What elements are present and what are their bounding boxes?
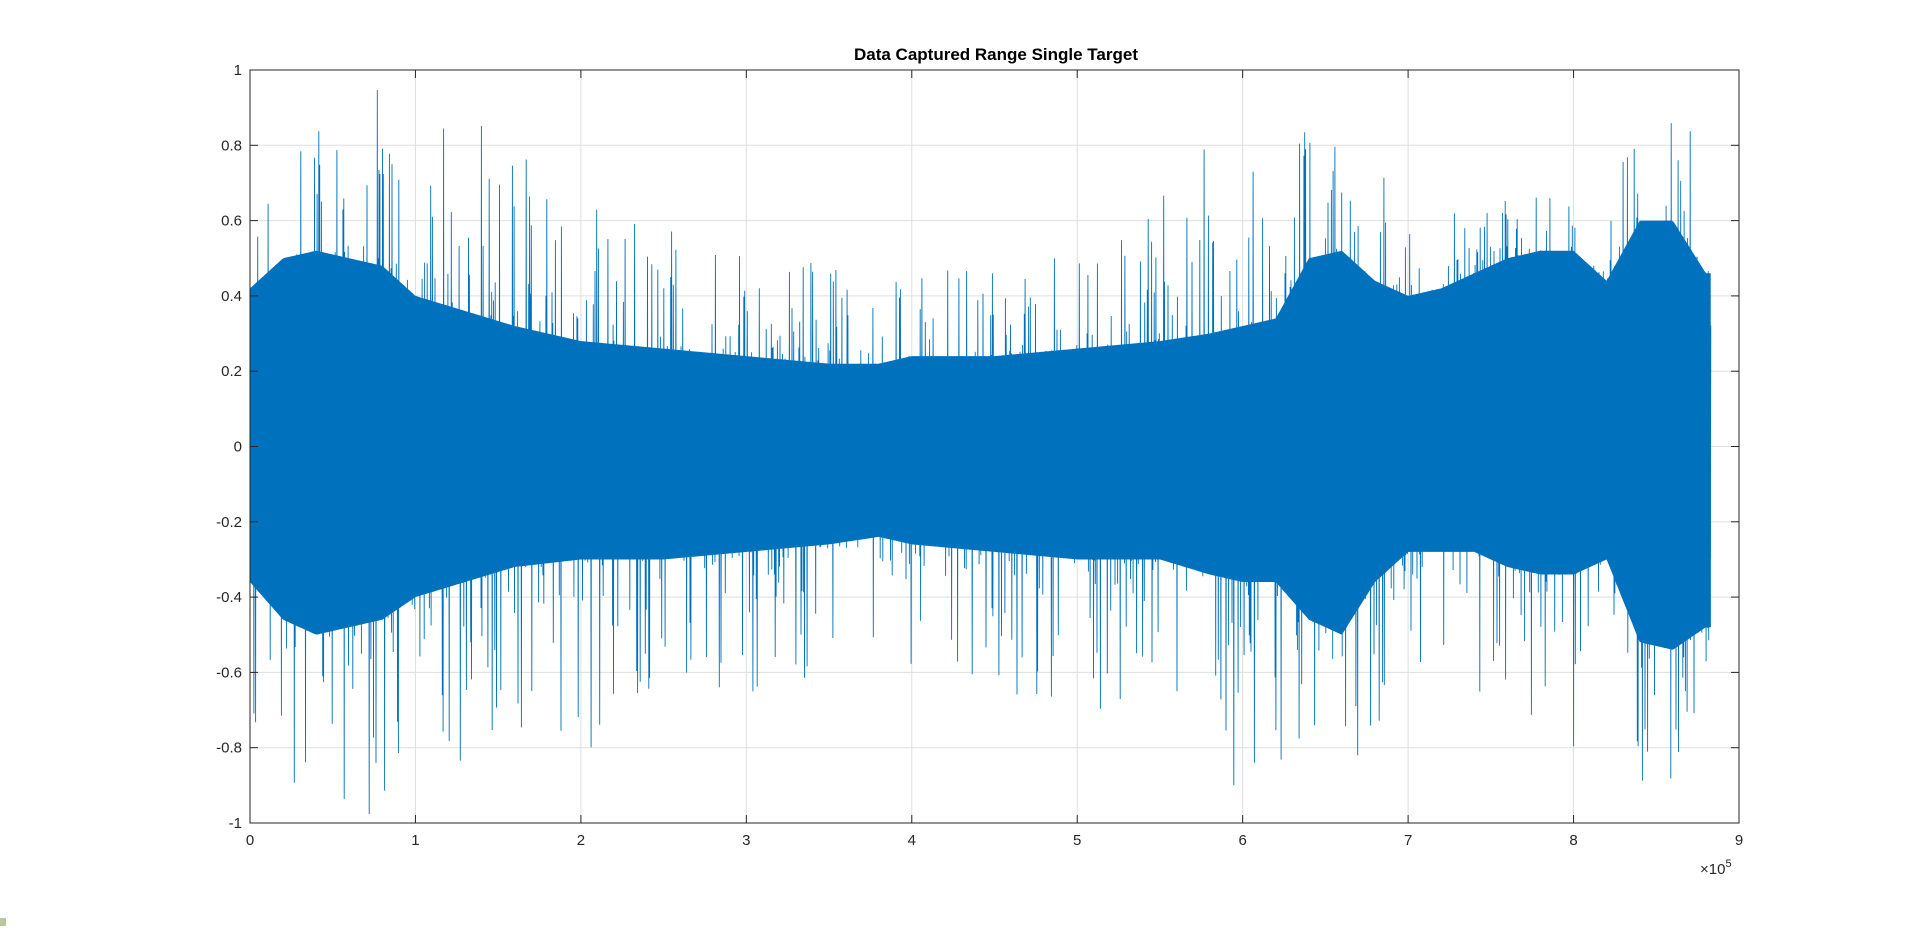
x-tick-label: 1 [411,832,419,849]
x-exponent-base: ×10 [1700,861,1725,878]
y-tick-label: -0.6 [216,664,242,681]
y-tick-label: 0.4 [221,288,242,305]
signal-dense-band [250,220,1711,650]
series-layer [250,89,1712,815]
x-tick-label: 9 [1735,832,1743,849]
plot-area [250,89,1712,815]
tick-layer [249,69,1740,824]
x-tick-label: 7 [1404,832,1412,849]
x-tick-label: 4 [908,832,916,849]
x-tick-label: 0 [246,832,254,849]
x-tick-labels: 0 1 2 3 4 5 6 7 8 9 [246,832,1743,849]
y-tick-label: 1 [234,62,242,79]
x-exponent-power: 5 [1725,858,1731,870]
y-tick-label: -0.4 [216,589,242,606]
y-tick-label: 0.2 [221,363,242,380]
x-tick-label: 8 [1569,832,1577,849]
y-tick-label: -0.8 [216,740,242,757]
y-tick-label: 0 [234,439,242,456]
y-tick-label: -1 [229,815,242,832]
x-axis-exponent: ×105 [1700,858,1732,878]
chart-title: Data Captured Range Single Target [854,45,1138,64]
y-tick-labels: 1 0.8 0.6 0.4 0.2 0 -0.2 -0.4 -0.6 -0.8 -1 [216,62,242,832]
x-tick-label: 2 [577,832,585,849]
x-tick-label: 3 [742,832,750,849]
x-tick-label: 6 [1238,832,1246,849]
y-tick-label: 0.8 [221,137,242,154]
x-tick-label: 5 [1073,832,1081,849]
y-tick-label: -0.2 [216,514,242,531]
y-tick-label: 0.6 [221,213,242,230]
corner-mark [0,918,6,926]
